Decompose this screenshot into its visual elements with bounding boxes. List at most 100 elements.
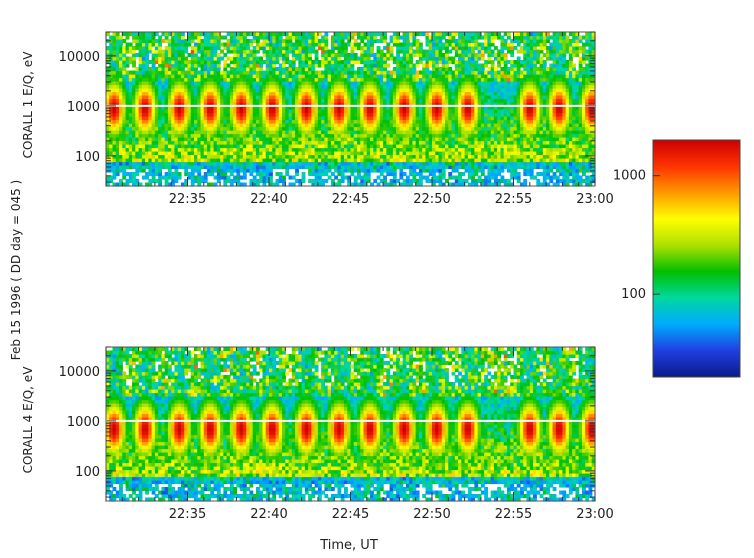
spectrogram-cell (321, 77, 326, 82)
spectrogram-cell (249, 98, 254, 103)
spectrogram-cell (337, 137, 342, 142)
spectrogram-cell (503, 116, 508, 121)
spectrogram-cell (112, 123, 117, 128)
spectrogram-cell (295, 105, 299, 110)
spectrogram-cell (180, 60, 185, 65)
spectrogram-cell (252, 168, 257, 173)
spectrogram-cell (148, 140, 153, 145)
spectrogram-cell (500, 81, 505, 86)
spectrogram-cell (213, 81, 218, 86)
spectrogram-cell (226, 140, 231, 145)
spectrogram-cell (311, 49, 316, 54)
spectrogram-cell (106, 46, 110, 51)
spectrogram-cell (373, 154, 378, 159)
spectrogram-cell (464, 137, 469, 142)
spectrogram-cell (422, 49, 427, 54)
spectrogram-cell (477, 105, 482, 110)
spectrogram-cell (184, 46, 189, 51)
spectrogram-cell (112, 161, 117, 166)
spectrogram-cell (269, 175, 273, 180)
spectrogram-cell (487, 133, 492, 138)
spectrogram-cell (353, 88, 358, 93)
spectrogram-cell (471, 67, 475, 72)
spectrogram-cell (171, 123, 176, 128)
spectrogram-cell (353, 137, 358, 142)
spectrogram-cell (467, 140, 472, 145)
spectrogram-cell (357, 133, 361, 138)
spectrogram-cell (445, 74, 449, 79)
spectrogram-cell (353, 182, 358, 187)
spectrogram-cell (418, 77, 423, 82)
spectrogram-cell (451, 119, 456, 124)
spectrogram-cell (366, 67, 371, 72)
spectrogram-cell (389, 84, 394, 89)
spectrogram-cell (265, 161, 270, 166)
spectrogram-cell (106, 84, 110, 89)
spectrogram-cell (458, 81, 462, 86)
spectrogram-cell (392, 98, 397, 103)
spectrogram-cell (203, 147, 208, 152)
spectrogram-cell (288, 109, 293, 114)
spectrogram-cell (154, 112, 159, 117)
spectrogram-cell (278, 49, 283, 54)
spectrogram-cell (164, 147, 169, 152)
spectrogram-cell (370, 88, 374, 93)
spectrogram-cell (376, 53, 381, 58)
spectrogram-cell (213, 182, 218, 187)
spectrogram-cell (119, 116, 123, 121)
spectrogram-cell (389, 144, 394, 149)
spectrogram-cell (412, 144, 417, 149)
spectrogram-cell (428, 161, 433, 166)
spectrogram-cell (435, 70, 440, 75)
spectrogram-cell (330, 49, 335, 54)
spectrogram-cell (194, 175, 198, 180)
spectrogram-cell (148, 109, 153, 114)
spectrogram-cell (464, 126, 469, 131)
spectrogram-cell (187, 102, 192, 107)
spectrogram-cell (458, 77, 462, 82)
spectrogram-cell (174, 102, 179, 107)
spectrogram-cell (236, 46, 241, 51)
spectrogram-cell (265, 172, 270, 177)
spectrogram-cell (282, 102, 286, 107)
spectrogram-cell (438, 182, 443, 187)
spectrogram-cell (158, 130, 163, 135)
spectrogram-cell (272, 63, 277, 68)
spectrogram-cell (226, 119, 231, 124)
spectrogram-cell (412, 109, 417, 114)
spectrogram-cell (122, 182, 127, 187)
spectrogram-cell (461, 116, 466, 121)
spectrogram-cell (207, 168, 211, 173)
spectrogram-cell (291, 161, 296, 166)
spectrogram-cell (366, 133, 371, 138)
spectrogram-cell (226, 123, 231, 128)
spectrogram-cell (415, 42, 420, 47)
spectrogram-cell (135, 130, 140, 135)
spectrogram-cell (379, 172, 384, 177)
spectrogram-cell (112, 49, 117, 54)
spectrogram-cell (399, 172, 404, 177)
spectrogram-cell (454, 133, 459, 138)
spectrogram-cell (308, 42, 312, 47)
spectrogram-cell (399, 109, 404, 114)
spectrogram-cell (174, 46, 179, 51)
spectrogram-cell (203, 137, 208, 142)
spectrogram-cell (389, 161, 394, 166)
spectrogram-cell (464, 98, 469, 103)
spectrogram-cell (347, 39, 352, 44)
spectrogram-cell (376, 95, 381, 100)
spectrogram-cell (190, 81, 195, 86)
spectrogram-cell (109, 168, 114, 173)
spectrogram-cell (304, 112, 309, 117)
spectrogram-cell (180, 140, 185, 145)
spectrogram-cell (242, 133, 247, 138)
spectrogram-cell (236, 32, 241, 37)
spectrogram-cell (471, 35, 475, 40)
spectrogram-cell (373, 95, 378, 100)
spectrogram-cell (272, 81, 277, 86)
spectrogram-cell (366, 116, 371, 121)
spectrogram-cell (295, 46, 299, 51)
spectrogram-cell (269, 53, 273, 58)
spectrogram-cell (174, 151, 179, 156)
spectrogram-cell (396, 63, 400, 68)
